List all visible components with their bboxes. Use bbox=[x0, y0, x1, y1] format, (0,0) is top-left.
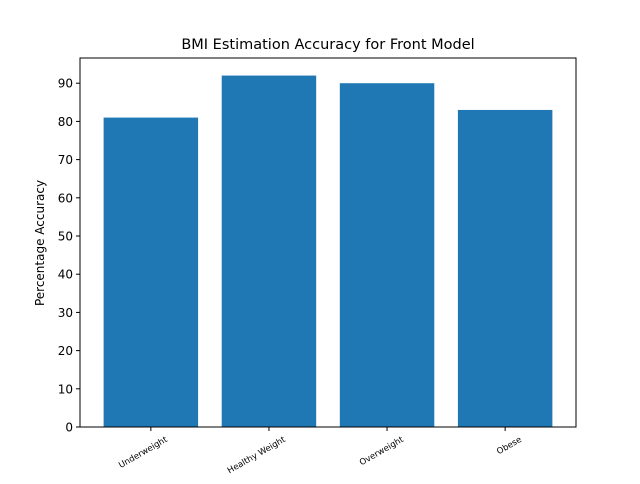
y-tick-label: 90 bbox=[58, 77, 73, 91]
y-axis: 0 10 20 30 40 50 60 70 80 90 bbox=[58, 77, 80, 435]
y-tick-label: 0 bbox=[65, 421, 73, 435]
x-tick-label: Underweight bbox=[117, 435, 170, 471]
y-tick-label: 50 bbox=[58, 230, 73, 244]
bar bbox=[221, 75, 317, 428]
chart-title: BMI Estimation Accuracy for Front Model bbox=[181, 37, 474, 53]
x-tick-label: Obese bbox=[495, 435, 523, 457]
bars-group bbox=[103, 75, 553, 428]
x-axis: Underweight Healthy Weight Overweight Obese bbox=[117, 427, 524, 477]
bar bbox=[103, 117, 199, 428]
plot-frame bbox=[79, 57, 577, 428]
y-tick-label: 10 bbox=[58, 382, 73, 396]
y-tick-label: 60 bbox=[58, 191, 73, 205]
y-tick-label: 40 bbox=[58, 268, 73, 282]
y-tick-label: 20 bbox=[58, 344, 73, 358]
x-tick-label: Overweight bbox=[358, 435, 406, 469]
y-axis-label: Percentage Accuracy bbox=[33, 180, 47, 306]
y-tick-label: 30 bbox=[58, 306, 73, 320]
bar bbox=[457, 109, 553, 427]
y-tick-label: 70 bbox=[58, 153, 73, 167]
y-tick-label: 80 bbox=[58, 115, 73, 129]
x-tick-label: Healthy Weight bbox=[226, 435, 288, 477]
bar bbox=[339, 83, 435, 427]
